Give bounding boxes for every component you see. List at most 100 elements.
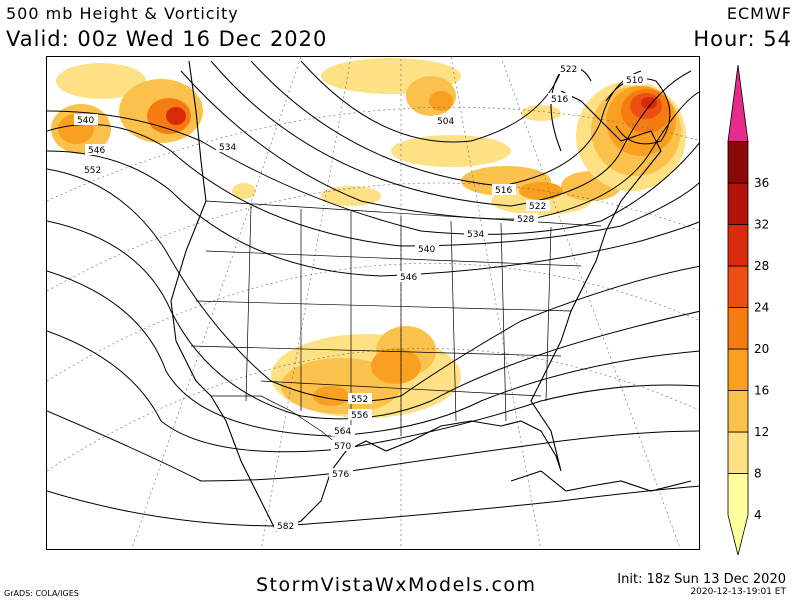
vorticity-area [371,348,421,384]
contour-label: 516 [551,95,568,105]
contour-label: 522 [560,65,577,75]
vorticity-map: 504 510 516 516 522 522 528 534 534 540 … [47,57,699,549]
map-title: 500 mb Height & Vorticity [6,4,239,23]
contour-label: 504 [437,117,454,127]
colorbar-segment [727,224,749,267]
gulf-atlantic-coastline [275,230,607,532]
contour-label: 552 [84,166,101,176]
colorbar-tick-label: 28 [754,259,769,273]
coastlines [170,60,692,532]
colorbar-tick-label: 16 [754,384,769,398]
colorbar-tick-label: 4 [754,508,762,522]
label-bg [492,184,516,195]
vorticity-area [313,386,349,406]
label-bg [623,74,647,85]
label-bg [348,393,372,404]
label-bg [331,425,355,436]
site-name: StormVistaWxModels.com [256,574,537,596]
vorticity-shading [51,58,686,418]
colorbar: 4 8 12 16 20 24 28 32 36 [727,64,769,556]
contour-552 [47,168,699,402]
label-bg [81,164,105,175]
contour-label: 510 [626,76,643,86]
contour-label: 552 [351,395,368,405]
caribbean-islands [510,470,692,492]
label-bg [348,409,372,420]
colorbar-segment [727,348,749,391]
contour-516 [250,60,642,187]
vorticity-area [641,97,657,109]
contour-label: 522 [529,202,546,212]
latitude-line [47,106,699,202]
colorbar-top-arrow [727,64,749,142]
contour-label: 576 [332,470,349,480]
contour-label: 528 [517,215,534,225]
latitude-line [47,263,699,382]
contour-label: 546 [88,146,105,156]
contour-labels: 504 510 516 516 522 522 528 534 534 540 … [74,63,647,532]
state-lines-horizontal [190,250,582,397]
colorbar-tick-label: 8 [754,467,762,481]
vorticity-area [321,186,381,206]
colorbar-tick-label: 20 [754,342,769,356]
contour-label: 582 [277,522,294,532]
label-bg [85,144,109,155]
contour-528 [180,70,699,220]
contour-label: 570 [334,442,351,452]
contour-534 [47,110,699,235]
colorbar-segment [727,431,749,474]
contour-540 [47,123,699,247]
longitude-line [450,57,541,549]
contour-label: 516 [495,186,512,196]
init-time: Init: 18z Sun 13 Dec 2020 [617,572,786,587]
contour-576 [47,410,699,482]
contour-504 [300,60,562,143]
label-bg [415,243,439,254]
label-bg [464,228,488,239]
software-credit: GrADS: COLA/IGES [4,589,79,598]
colorbar-segment [727,182,749,225]
contour-label: 540 [418,245,435,255]
colorbar-segment [727,265,749,308]
vorticity-area [391,135,511,167]
contour-556 [47,220,699,420]
contour-label: 540 [77,116,94,126]
contour-label: 534 [467,230,484,240]
contour-label: 534 [219,143,236,153]
west-coastline [170,60,277,532]
colorbar-segment [727,390,749,433]
label-bg [74,114,98,125]
contour-label: 564 [334,427,351,437]
colorbar-labels: 4 8 12 16 20 24 28 32 36 [754,176,769,522]
colorbar-segment [727,307,749,350]
map-panel: 504 510 516 516 522 522 528 534 534 540 … [46,56,700,550]
label-bg [514,213,538,224]
vorticity-area [519,182,563,200]
vorticity-area [166,107,186,125]
us-mexico-border [211,395,347,452]
label-bg [216,141,240,152]
label-bg [548,93,572,104]
state-lines-vertical [245,205,552,436]
northeast-coastline [560,90,662,232]
vorticity-area [232,183,256,199]
label-bg [434,115,458,126]
contour-582 [47,485,699,527]
colorbar-tick-label: 36 [754,176,769,190]
latitude-line [47,182,699,292]
forecast-hour: Hour: 54 [693,27,792,51]
colorbar-tick-label: 24 [754,301,769,315]
label-bg [557,63,581,74]
colorbar-segments [727,64,749,556]
colorbar-bottom-arrow [727,473,749,556]
contour-label: 556 [351,411,368,421]
label-bg [397,271,421,282]
contour-label: 546 [400,273,417,283]
generation-timestamp: 2020-12-13-19:01 ET [690,587,786,597]
colorbar-tick-label: 12 [754,425,769,439]
vorticity-area [521,105,561,121]
label-bg [331,440,355,451]
valid-time: Valid: 00z Wed 16 Dec 2020 [6,27,328,51]
label-bg [526,200,550,211]
label-bg [329,468,353,479]
